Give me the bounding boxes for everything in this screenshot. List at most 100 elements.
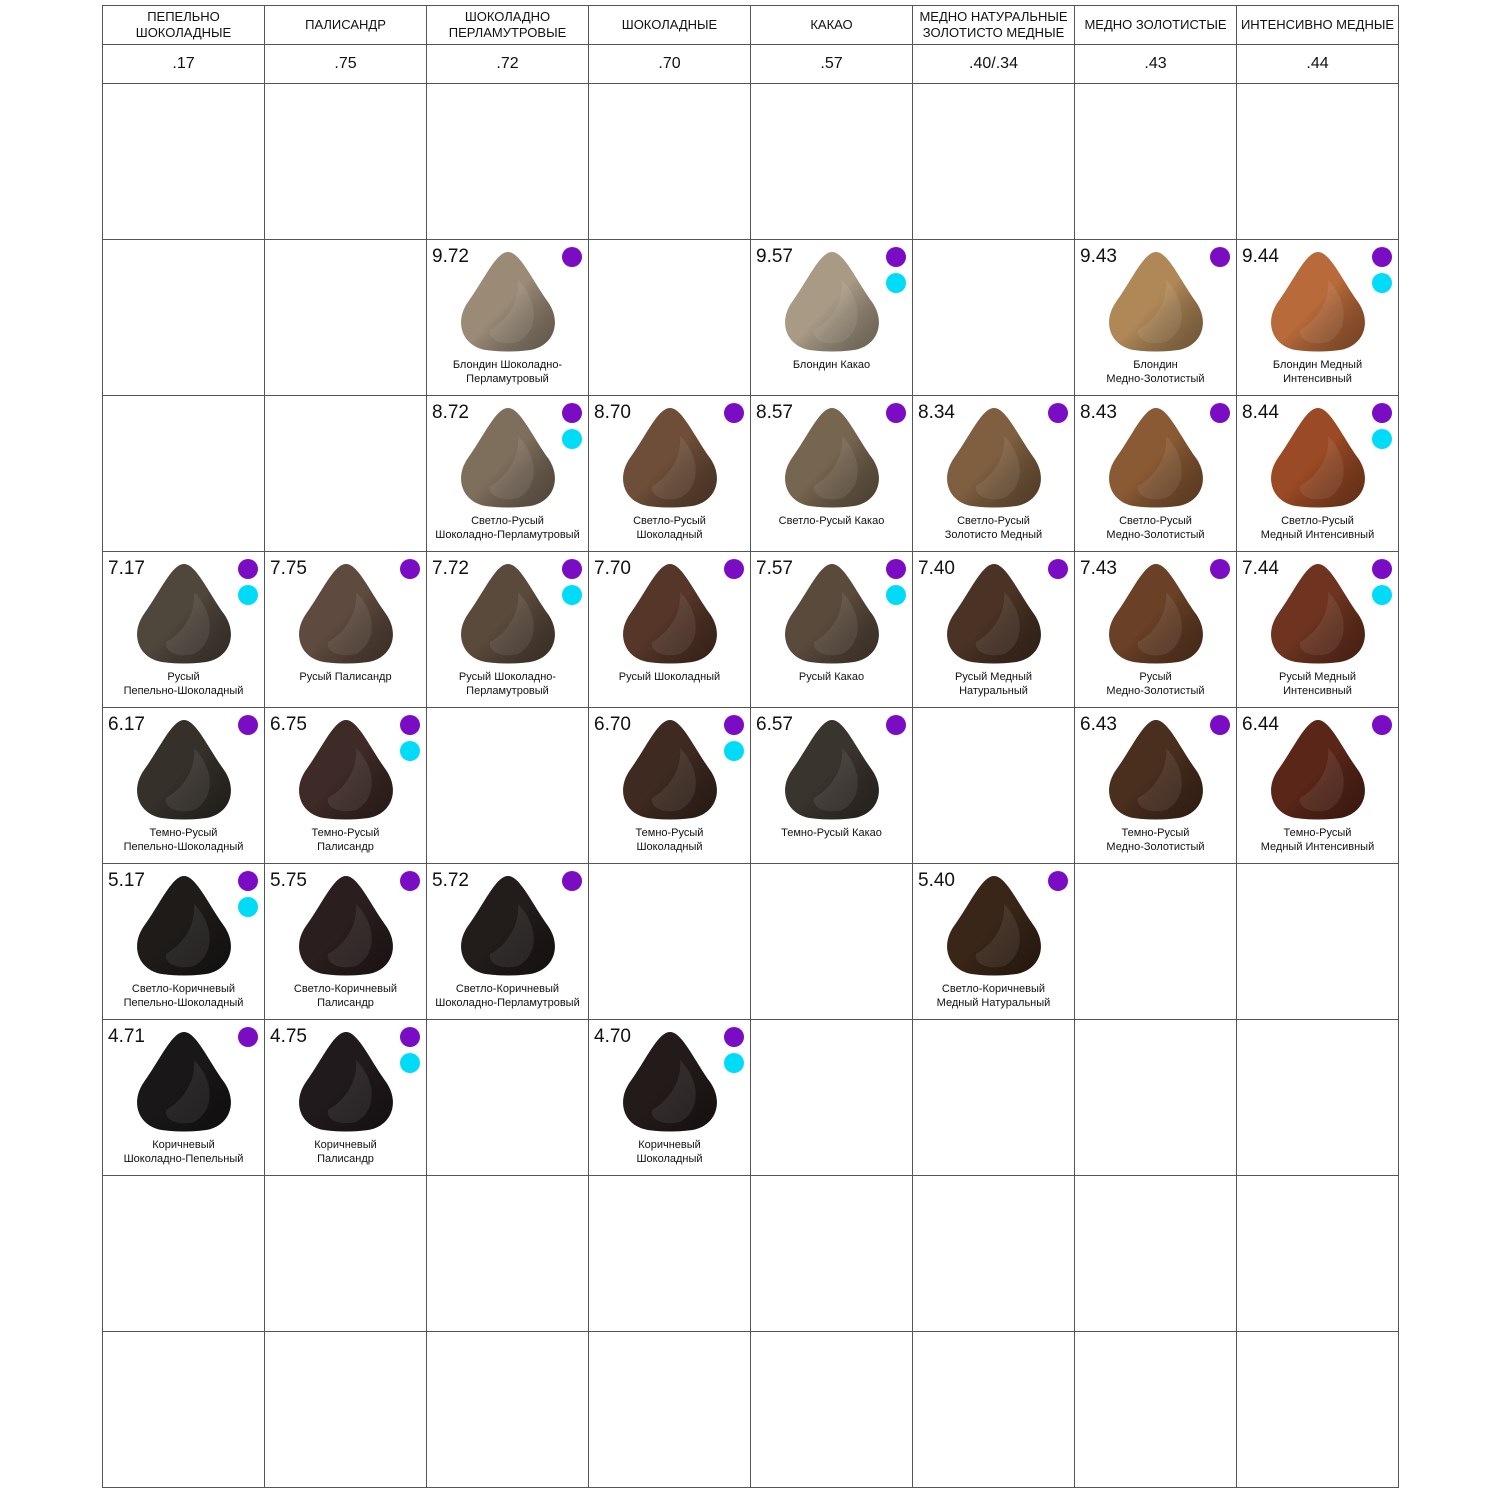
swatch-cell[interactable]: 7.44 Русый Медный Интенсивный [1236, 551, 1399, 708]
hair-swatch-icon [295, 1030, 397, 1134]
swatch-cell[interactable]: 6.70 Темно-Русый Шоколадный [588, 707, 751, 864]
swatch-cell[interactable]: 8.43 Светло-Русый Медно-Золотистый [1074, 395, 1237, 552]
swatch-cell[interactable]: 7.70 Русый Шоколадный [588, 551, 751, 708]
shade-code: 5.40 [918, 870, 955, 891]
shade-name: Светло-Коричневый Палисандр [265, 982, 426, 1010]
shade-name: Темно-Русый Пепельно-Шоколадный [103, 826, 264, 854]
hair-swatch-icon [1105, 562, 1207, 666]
shade-code: 8.43 [1080, 402, 1117, 423]
swatch-cell[interactable]: 4.70 Коричневый Шоколадный [588, 1019, 751, 1176]
purple-dot-icon [1372, 403, 1392, 423]
empty-cell [912, 83, 1075, 240]
empty-cell [1074, 863, 1237, 1020]
shade-name-line: Блондин Медный [1272, 359, 1363, 371]
purple-dot-icon [1372, 559, 1392, 579]
swatch-cell[interactable]: 8.57 Светло-Русый Какао [750, 395, 913, 552]
hair-swatch-icon [1267, 718, 1369, 822]
cyan-dot-icon [400, 1053, 420, 1073]
empty-cell [1074, 1019, 1237, 1176]
column-header: МЕДНО ЗОЛОТИСТЫЕ [1074, 5, 1237, 45]
swatch-cell[interactable]: 9.72 Блондин Шоколадно- Перламутровый [426, 239, 589, 396]
swatch-cell[interactable]: 7.72 Русый Шоколадно- Перламутровый [426, 551, 589, 708]
swatch-cell[interactable]: 4.71 Коричневый Шоколадно-Пепельный [102, 1019, 265, 1176]
shade-name-line: Шоколадно-Перламутровый [435, 529, 580, 541]
shade-name-line: Темно-Русый [1121, 827, 1190, 839]
swatch-cell[interactable]: 6.43 Темно-Русый Медно-Золотистый [1074, 707, 1237, 864]
shade-name-line: Перламутровый [466, 685, 549, 697]
swatch-cell[interactable]: 8.70 Светло-Русый Шоколадный [588, 395, 751, 552]
column-header: ПЕПЕЛЬНО ШОКОЛАДНЫЕ [102, 5, 265, 45]
swatch-cell[interactable]: 5.72 Светло-Коричневый Шоколадно-Перламутр… [426, 863, 589, 1020]
hair-swatch-icon [781, 718, 883, 822]
hair-swatch-icon [1267, 562, 1369, 666]
shade-code: 7.44 [1242, 558, 1279, 579]
purple-dot-icon [562, 403, 582, 423]
shade-name-line: Блондин Какао [792, 359, 871, 371]
swatch-cell[interactable]: 6.17 Темно-Русый Пепельно-Шоколадный [102, 707, 265, 864]
purple-dot-icon [1210, 559, 1230, 579]
swatch-cell[interactable]: 7.57 Русый Какао [750, 551, 913, 708]
empty-cell [426, 83, 589, 240]
shade-name-line: Палисандр [317, 997, 374, 1009]
purple-dot-icon [238, 1027, 258, 1047]
shade-name-line: Темно-Русый [149, 827, 218, 839]
empty-cell [264, 1175, 427, 1332]
shade-name-line: Пепельно-Шоколадный [123, 997, 244, 1009]
purple-dot-icon [400, 1027, 420, 1047]
swatch-cell[interactable]: 8.72 Светло-Русый Шоколадно-Перламутровый [426, 395, 589, 552]
shade-name-line: Темно-Русый [311, 827, 380, 839]
shade-name-line: Светло-Русый [1281, 515, 1354, 527]
swatch-cell[interactable]: 5.17 Светло-Коричневый Пепельно-Шоколадный [102, 863, 265, 1020]
swatch-cell[interactable]: 7.75 Русый Палисандр [264, 551, 427, 708]
shade-name-line: Шоколадный [636, 841, 703, 853]
swatch-cell[interactable]: 6.57 Темно-Русый Какао [750, 707, 913, 864]
shade-name: Коричневый Шоколадно-Пепельный [103, 1138, 264, 1166]
swatch-cell[interactable]: 6.44 Темно-Русый Медный Интенсивный [1236, 707, 1399, 864]
swatch-cell[interactable]: 8.34 Светло-Русый Золотисто Медный [912, 395, 1075, 552]
shade-code: 7.40 [918, 558, 955, 579]
cyan-dot-icon [1372, 585, 1392, 605]
empty-cell [1074, 1331, 1237, 1488]
hair-swatch-icon [781, 250, 883, 354]
color-chart-table: ПЕПЕЛЬНО ШОКОЛАДНЫЕ ПАЛИСАНДР ШОКОЛАДНО ПЕ… [102, 5, 1399, 1488]
swatch-cell[interactable]: 5.75 Светло-Коричневый Палисандр [264, 863, 427, 1020]
hair-swatch-icon [1267, 406, 1369, 510]
purple-dot-icon [400, 871, 420, 891]
swatch-row [102, 1175, 1399, 1332]
swatch-cell[interactable]: 5.40 Светло-Коричневый Медный Натуральный [912, 863, 1075, 1020]
shade-name-line: Шоколадный [636, 1153, 703, 1165]
shade-name-line: Светло-Коричневый [293, 983, 398, 995]
shade-name: Блондин Шоколадно- Перламутровый [427, 358, 588, 386]
column-code: .70 [588, 44, 751, 84]
swatch-cell[interactable]: 7.40 Русый Медный Натуральный [912, 551, 1075, 708]
shade-name-line: Светло-Русый [957, 515, 1030, 527]
swatch-cell[interactable]: 7.43 Русый Медно-Золотистый [1074, 551, 1237, 708]
column-code: .72 [426, 44, 589, 84]
shade-name: Русый Шоколадно- Перламутровый [427, 670, 588, 698]
swatch-cell[interactable]: 6.75 Темно-Русый Палисандр [264, 707, 427, 864]
empty-cell [426, 1331, 589, 1488]
swatch-cell[interactable]: 7.17 Русый Пепельно-Шоколадный [102, 551, 265, 708]
swatch-cell[interactable]: 8.44 Светло-Русый Медный Интенсивный [1236, 395, 1399, 552]
swatch-cell[interactable]: 9.44 Блондин Медный Интенсивный [1236, 239, 1399, 396]
shade-name-line: Русый Шоколадно- [458, 671, 557, 683]
shade-code: 7.43 [1080, 558, 1117, 579]
empty-cell [426, 1019, 589, 1176]
empty-cell [264, 83, 427, 240]
shade-name-line: Светло-Русый [471, 515, 544, 527]
cyan-dot-icon [562, 429, 582, 449]
empty-cell [426, 707, 589, 864]
swatch-cell[interactable]: 9.57 Блондин Какао [750, 239, 913, 396]
shade-code: 7.57 [756, 558, 793, 579]
purple-dot-icon [724, 559, 744, 579]
shade-code: 9.43 [1080, 246, 1117, 267]
swatch-cell[interactable]: 9.43 Блондин Медно-Золотистый [1074, 239, 1237, 396]
empty-cell [588, 1175, 751, 1332]
shade-name-line: Русый Какао [798, 671, 865, 683]
swatch-cell[interactable]: 4.75 Коричневый Палисандр [264, 1019, 427, 1176]
shade-name: Светло-Коричневый Шоколадно-Перламутровый [427, 982, 588, 1010]
purple-dot-icon [886, 403, 906, 423]
swatch-row: 6.17 Темно-Русый Пепельно-Шоколадный 6.75 Те… [102, 707, 1399, 864]
empty-cell [750, 1175, 913, 1332]
column-header: ПАЛИСАНДР [264, 5, 427, 45]
